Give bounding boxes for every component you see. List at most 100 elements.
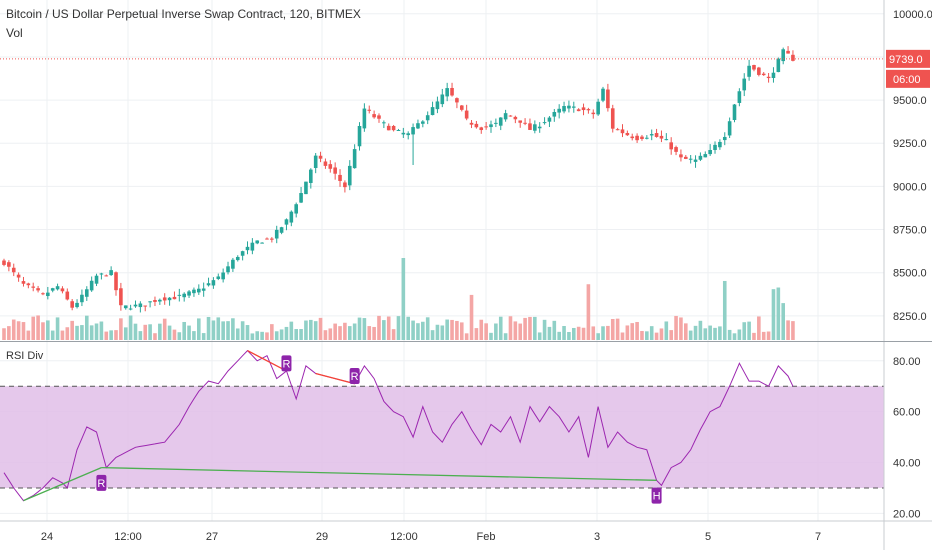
- candle-body: [601, 88, 605, 101]
- divergence-markers: R R R H: [96, 355, 662, 504]
- candle-body: [562, 106, 566, 112]
- volume-bar: [484, 323, 488, 340]
- volume-bar: [494, 323, 498, 340]
- candle-body: [464, 110, 469, 119]
- marker-box: [96, 474, 107, 491]
- volume-bar: [698, 320, 703, 340]
- candle-body: [596, 101, 600, 115]
- candle-body: [674, 147, 678, 152]
- volume-bar: [94, 323, 99, 340]
- volume-bar: [46, 320, 50, 340]
- symbol-title[interactable]: Bitcoin / US Dollar Perpetual Inverse Sw…: [6, 7, 361, 21]
- countdown-label: 06:00: [893, 74, 921, 86]
- volume-bar: [377, 315, 381, 340]
- volume-bar: [645, 331, 649, 340]
- candle-body: [421, 121, 425, 124]
- volume-bar: [347, 326, 352, 340]
- candle-body: [649, 134, 654, 136]
- volume-bar: [406, 316, 411, 340]
- volume-bar: [114, 330, 118, 340]
- candle-body: [128, 308, 133, 310]
- volume-bar: [192, 331, 196, 340]
- candle-body: [16, 274, 21, 278]
- volume-bar: [328, 328, 333, 340]
- candle-body: [450, 87, 454, 96]
- volume-bar: [70, 320, 74, 340]
- x-tick-label: 12:00: [390, 531, 418, 543]
- candle-body: [382, 122, 386, 124]
- candle-body: [688, 158, 693, 160]
- candle-body: [289, 211, 294, 223]
- volume-bar: [294, 329, 298, 340]
- candle-body: [391, 125, 396, 131]
- volume-bar: [226, 321, 230, 340]
- volume-bar: [459, 322, 464, 340]
- volume-legend[interactable]: Vol: [6, 26, 23, 40]
- candle-body: [211, 280, 216, 286]
- candle-body: [36, 288, 40, 291]
- candle-body: [703, 154, 708, 158]
- volume-bar: [474, 328, 479, 340]
- candle-body: [654, 133, 659, 137]
- price-tick-label: 8750.0: [893, 225, 927, 237]
- volume-bar: [352, 323, 357, 340]
- volume-bar: [240, 321, 245, 340]
- volume-bar: [781, 303, 785, 340]
- candle-body: [11, 267, 16, 273]
- volume-bar: [620, 332, 625, 340]
- candle-body: [659, 135, 664, 139]
- volume-bar: [123, 327, 128, 340]
- candle-body: [474, 123, 479, 128]
- volume-bar: [299, 329, 303, 340]
- price-tick-label: 9500.0: [893, 95, 927, 107]
- volume-bar: [187, 325, 191, 340]
- candle-body: [148, 301, 152, 303]
- volume-bar: [26, 330, 31, 340]
- divergence-marker: R: [349, 368, 360, 385]
- candle-body: [119, 288, 123, 306]
- volume-bar: [766, 331, 771, 340]
- candle-body: [645, 137, 649, 139]
- volume-bar: [231, 318, 235, 340]
- volume-bar: [416, 323, 420, 340]
- volume-bar: [489, 332, 493, 340]
- candle-body: [684, 156, 688, 159]
- price-tick-label: 8250.0: [893, 311, 927, 323]
- rsi-legend[interactable]: RSI Div: [6, 350, 44, 362]
- candle-body: [343, 182, 347, 188]
- candle-body: [547, 117, 552, 122]
- candle-body: [761, 73, 766, 76]
- candle-body: [576, 109, 581, 112]
- volume-bar: [776, 287, 781, 340]
- volume-bar: [586, 284, 591, 340]
- rsi-band-fill: [0, 386, 884, 488]
- candle-body: [94, 275, 99, 284]
- marker-label: H: [653, 491, 661, 503]
- candle-body: [328, 164, 333, 169]
- bull-divergence-line: [101, 466, 657, 481]
- candle-body: [537, 126, 542, 129]
- candle-body: [747, 65, 751, 77]
- candle-body: [752, 65, 756, 70]
- volume-bar: [518, 323, 523, 340]
- volume-bar: [615, 318, 620, 340]
- volume-bar: [625, 325, 630, 340]
- volume-bar: [737, 329, 742, 340]
- volume-bar: [304, 320, 308, 340]
- candle-body: [771, 72, 776, 78]
- volume-bar: [21, 322, 26, 340]
- volume-bar: [591, 326, 596, 340]
- candle-body: [430, 107, 435, 116]
- x-tick-label: 3: [594, 531, 600, 543]
- price-tick-label: 9250.0: [893, 138, 927, 150]
- candle-body: [109, 270, 113, 276]
- volume-bar: [635, 321, 639, 340]
- volume-bar: [153, 333, 157, 340]
- volume-bar: [104, 331, 109, 340]
- volume-bar: [313, 321, 318, 340]
- volume-bar: [508, 316, 513, 340]
- candle-body: [104, 275, 109, 277]
- candle-body: [284, 219, 289, 225]
- candle-body: [459, 105, 464, 110]
